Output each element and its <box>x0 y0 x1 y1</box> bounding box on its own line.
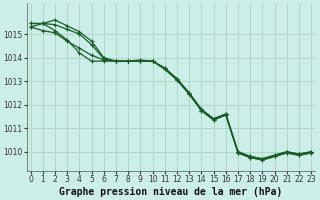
X-axis label: Graphe pression niveau de la mer (hPa): Graphe pression niveau de la mer (hPa) <box>59 186 283 197</box>
